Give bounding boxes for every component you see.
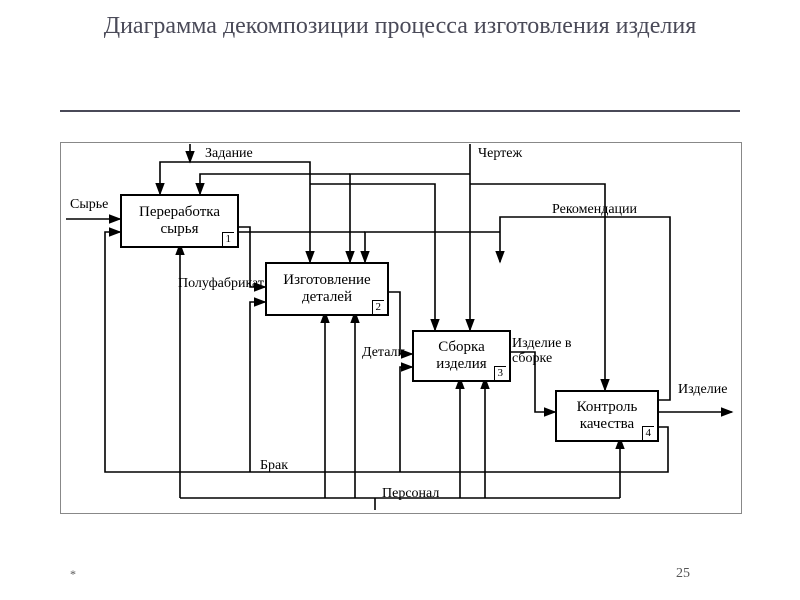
label-izdelie-v-sborke: Изделие в сборке: [512, 336, 592, 367]
label-chertezh: Чертеж: [478, 146, 522, 162]
box-pererabotka-syrya: Переработка сырья 1: [120, 194, 239, 248]
box-number: 2: [372, 300, 385, 314]
arrow-rekom-to-b1top: [220, 232, 365, 244]
box-number: 3: [494, 366, 507, 380]
label-rekomendacii: Рекомендации: [552, 202, 637, 218]
arrow-zad-to-b1: [160, 162, 190, 194]
label-syrje: Сырье: [70, 197, 108, 213]
label-izdelie: Изделие: [678, 382, 727, 398]
arrow-brak-to-b2: [250, 302, 265, 472]
arrow-chert-to-b2: [350, 174, 470, 262]
label-personal: Персонал: [382, 486, 439, 502]
box-label: Переработка сырья: [122, 204, 237, 239]
footnote-marker: *: [70, 567, 76, 582]
label-detali: Детали: [362, 345, 405, 361]
box-sborka-izdeliya: Сборка изделия 3: [412, 330, 511, 382]
box-izgotovlenie-detalej: Изготовление деталей 2: [265, 262, 389, 316]
arrow-brak-to-b3: [400, 367, 412, 472]
arrow-rekom-back: [500, 217, 670, 400]
arrow-rekom-to-b2top: [365, 232, 500, 262]
box-label: Изготовление деталей: [267, 272, 387, 307]
slide-title: Диаграмма декомпозиции процесса изготовл…: [0, 12, 800, 41]
label-polufabrikat: Полуфабрикат: [178, 276, 264, 292]
page-number: 25: [676, 566, 690, 582]
label-brak: Брак: [260, 458, 288, 474]
process-diagram: Переработка сырья 1 Изготовление деталей…: [60, 142, 740, 512]
divider: [60, 110, 740, 112]
label-zadanie: Задание: [205, 146, 253, 162]
box-number: 1: [222, 232, 235, 246]
box-kontrol-kachestva: Контроль качества 4: [555, 390, 659, 442]
box-number: 4: [642, 426, 655, 440]
